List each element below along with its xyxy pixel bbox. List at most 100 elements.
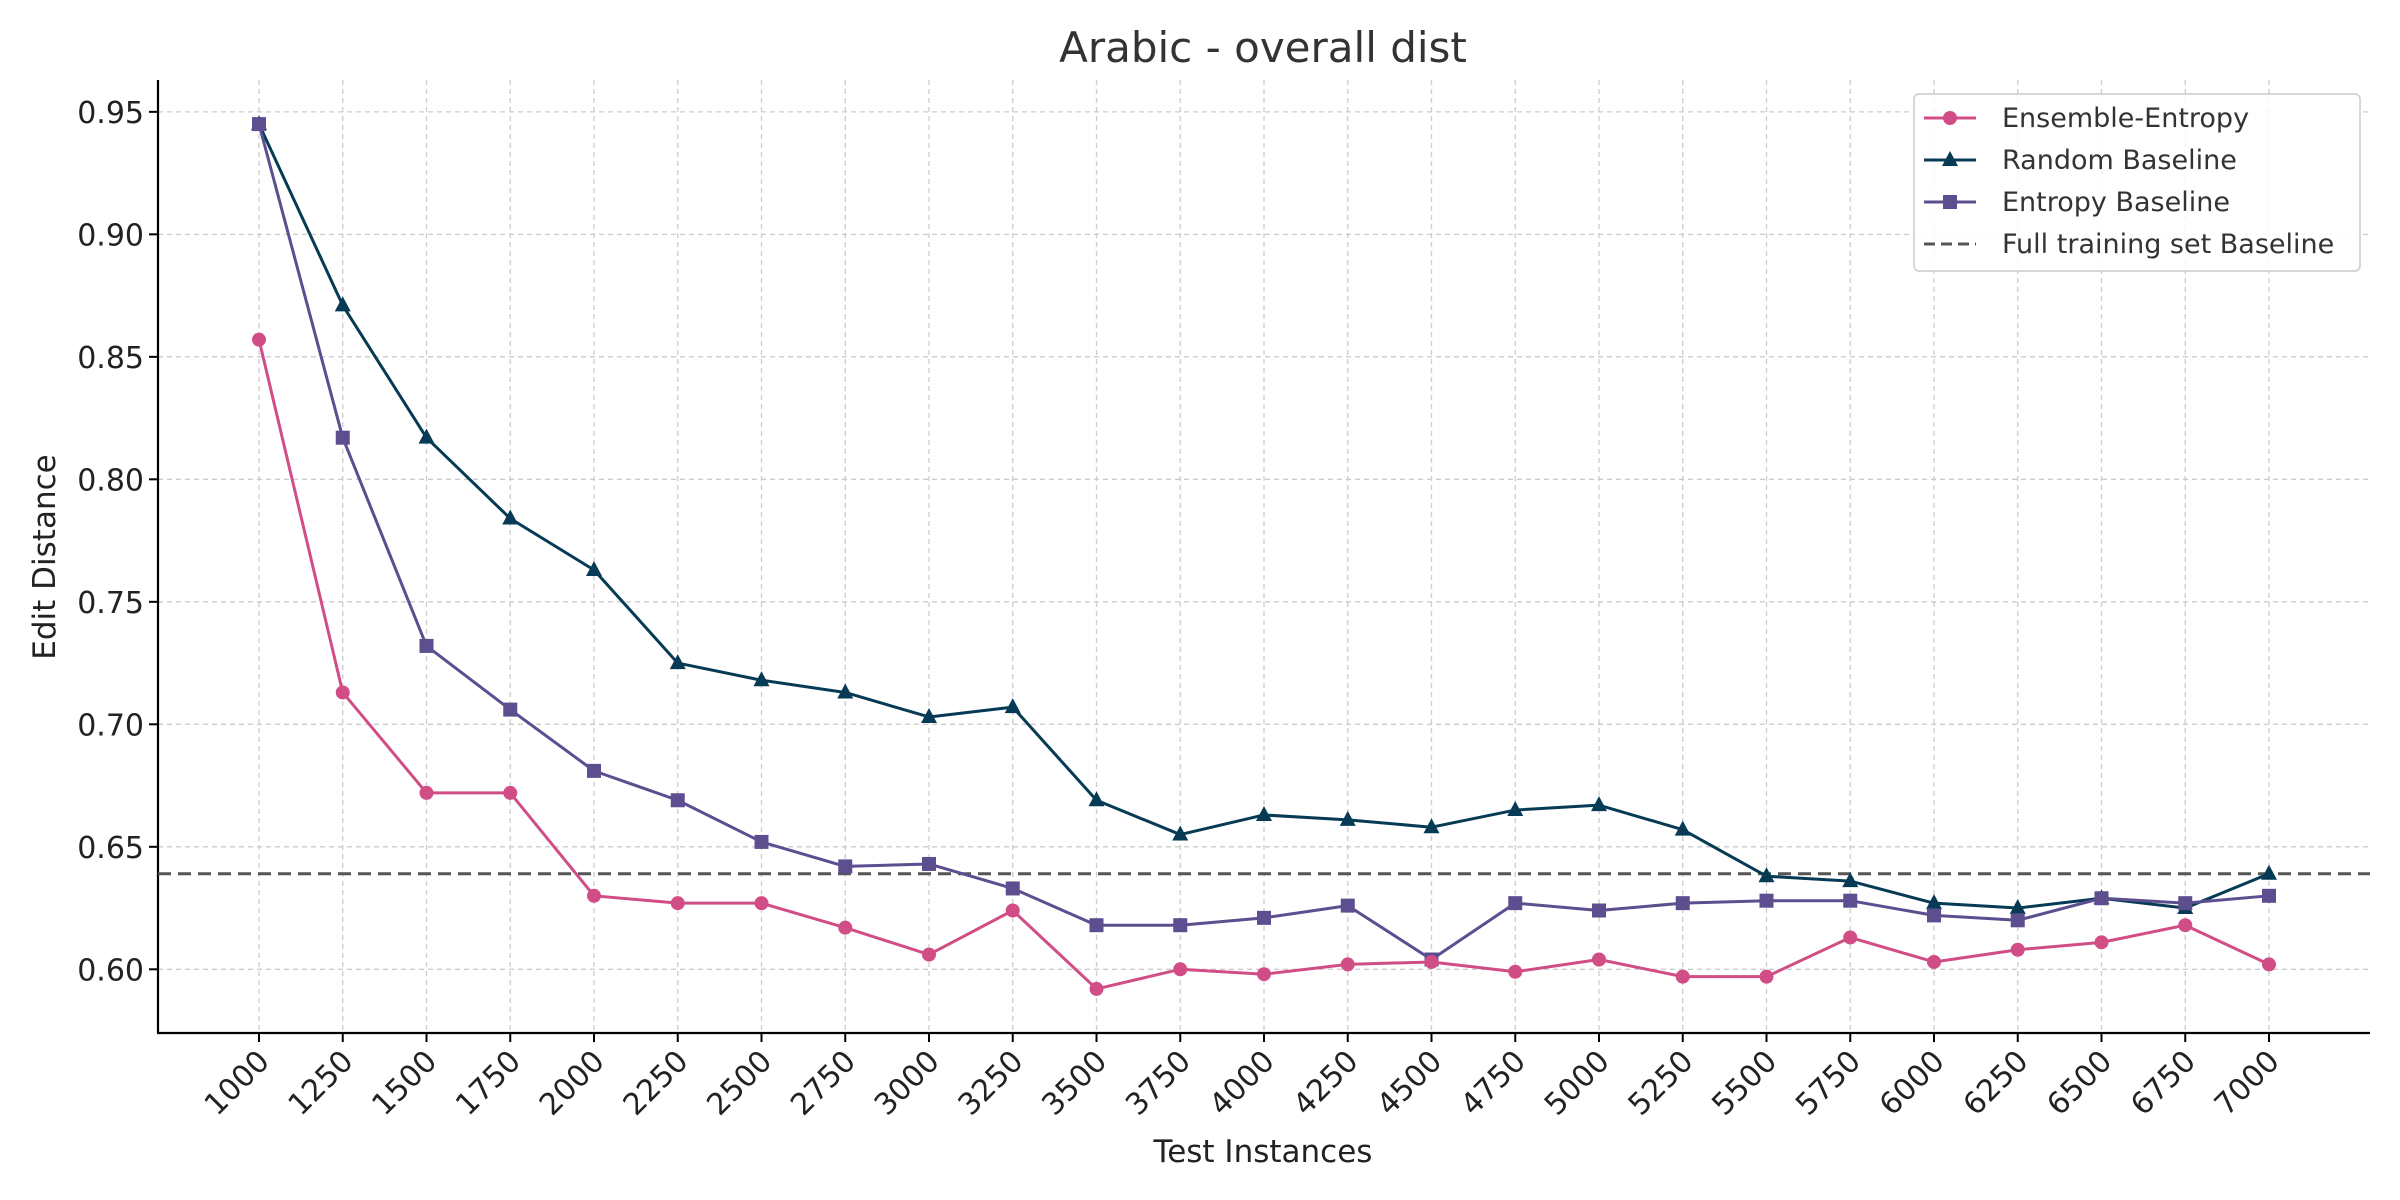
x-tick-label: 5750 [1789, 1044, 1868, 1123]
x-tick-label: 4500 [1370, 1044, 1449, 1123]
legend-label: Random Baseline [2002, 145, 2237, 176]
legend-label: Full training set Baseline [2002, 229, 2334, 260]
data-point-random-baseline [1172, 825, 1189, 841]
data-point-ensemble-entropy [1843, 930, 1858, 945]
data-point-ensemble-entropy [670, 896, 685, 911]
data-point-ensemble-entropy [1089, 981, 1104, 996]
data-point-random-baseline [669, 654, 686, 670]
data-point-random-baseline [1507, 801, 1524, 817]
data-point-random-baseline [2009, 899, 2026, 915]
data-point-entropy-baseline [754, 834, 769, 849]
data-point-random-baseline [1004, 698, 1021, 714]
y-tick-label: 0.95 [77, 96, 144, 131]
data-point-ensemble-entropy [838, 920, 853, 935]
data-point-ensemble-entropy [1508, 964, 1523, 979]
data-point-random-baseline [1842, 872, 1859, 888]
x-tick-label: 3500 [1035, 1044, 1114, 1123]
data-point-entropy-baseline [1508, 896, 1523, 911]
data-point-ensemble-entropy [2094, 935, 2109, 950]
data-point-entropy-baseline [1005, 881, 1020, 896]
legend-label: Ensemble-Entropy [2002, 103, 2249, 134]
series-ensemble-entropy [252, 332, 2276, 996]
data-point-random-baseline [334, 296, 351, 312]
data-point-ensemble-entropy [252, 332, 266, 347]
data-point-entropy-baseline [2262, 888, 2276, 903]
data-point-random-baseline [1256, 805, 1272, 821]
y-tick-label: 0.65 [77, 831, 144, 866]
data-point-entropy-baseline [2178, 896, 2193, 911]
data-point-ensemble-entropy [2010, 942, 2025, 957]
x-tick-label: 1500 [365, 1044, 444, 1123]
legend-entry-entropy-baseline: Entropy Baseline [1924, 187, 2230, 218]
legend-entry-full-training-set-baseline: Full training set Baseline [1924, 229, 2334, 260]
data-point-ensemble-entropy [2178, 918, 2193, 933]
data-point-entropy-baseline [922, 856, 936, 871]
y-tick-label: 0.60 [77, 953, 144, 988]
data-point-entropy-baseline [1675, 896, 1690, 911]
data-point-entropy-baseline [1173, 918, 1188, 933]
data-point-ensemble-entropy [1675, 969, 1690, 984]
x-tick-label: 3000 [868, 1044, 947, 1123]
x-ticks: 1000 1250 1500 1750 2000 2250 2500 2750 3000 3250… [198, 1033, 2287, 1123]
data-point-ensemble-entropy [1759, 969, 1774, 984]
data-point-entropy-baseline [2010, 913, 2025, 928]
x-tick-label: 4250 [1287, 1044, 1366, 1123]
data-point-entropy-baseline [1927, 908, 1941, 923]
data-point-random-baseline [1758, 867, 1775, 883]
x-tick-label: 4000 [1203, 1044, 1282, 1123]
data-point-random-baseline [753, 671, 770, 687]
data-point-entropy-baseline [1257, 910, 1271, 925]
data-point-random-baseline [1926, 894, 1942, 910]
data-point-random-baseline [1339, 810, 1356, 826]
data-point-ensemble-entropy [1927, 954, 1941, 969]
data-point-random-baseline [1423, 818, 1440, 834]
legend-label: Entropy Baseline [2002, 187, 2230, 218]
x-tick-label: 3250 [952, 1044, 1031, 1123]
data-point-entropy-baseline [670, 793, 685, 808]
data-point-ensemble-entropy [503, 785, 518, 800]
series-group [251, 115, 2277, 996]
legend: Ensemble-Entropy Random Baseline Entropy B… [1913, 93, 2361, 272]
data-point-entropy-baseline [1843, 893, 1858, 908]
y-tick-label: 0.90 [77, 218, 144, 253]
x-tick-label: 5500 [1705, 1044, 1784, 1123]
chart-title: Arabic - overall dist [1059, 23, 1467, 72]
legend-entry-random-baseline: Random Baseline [1924, 145, 2237, 176]
data-point-ensemble-entropy [419, 785, 434, 800]
x-tick-label: 5250 [1622, 1044, 1701, 1123]
x-tick-label: 4750 [1454, 1044, 1533, 1123]
data-point-entropy-baseline [838, 859, 853, 874]
data-point-random-baseline [1674, 820, 1691, 836]
x-tick-label: 6000 [1873, 1044, 1952, 1123]
legend-marker [1942, 151, 1958, 166]
data-point-entropy-baseline [419, 638, 434, 653]
data-point-entropy-baseline [335, 430, 350, 445]
legend-entry-ensemble-entropy: Ensemble-Entropy [1924, 103, 2249, 134]
legend-box [1913, 93, 2361, 272]
data-point-ensemble-entropy [922, 947, 936, 962]
data-point-ensemble-entropy [754, 896, 769, 911]
data-point-entropy-baseline [1340, 898, 1355, 913]
y-tick-label: 0.80 [77, 463, 144, 498]
x-tick-label: 1750 [449, 1044, 528, 1123]
data-point-random-baseline [1591, 796, 1607, 812]
y-axis-label: Edit Distance [27, 454, 63, 659]
data-point-ensemble-entropy [1592, 952, 1606, 967]
y-tick-label: 0.70 [77, 708, 144, 743]
data-point-ensemble-entropy [1005, 903, 1020, 918]
x-axis-label: Test Instances [1153, 1134, 1373, 1170]
x-tick-label: 6250 [1957, 1044, 2036, 1123]
x-tick-label: 2750 [784, 1044, 863, 1123]
data-point-ensemble-entropy [1424, 954, 1439, 969]
legend-marker [1943, 195, 1957, 209]
data-point-entropy-baseline [1759, 893, 1774, 908]
data-point-random-baseline [418, 428, 435, 444]
data-point-entropy-baseline [1089, 918, 1104, 933]
data-point-entropy-baseline [503, 702, 518, 717]
x-tick-label: 2500 [700, 1044, 779, 1123]
data-point-random-baseline [2261, 864, 2277, 880]
data-point-entropy-baseline [2094, 891, 2109, 906]
x-tick-label: 3750 [1119, 1044, 1198, 1123]
data-point-ensemble-entropy [1173, 962, 1188, 977]
